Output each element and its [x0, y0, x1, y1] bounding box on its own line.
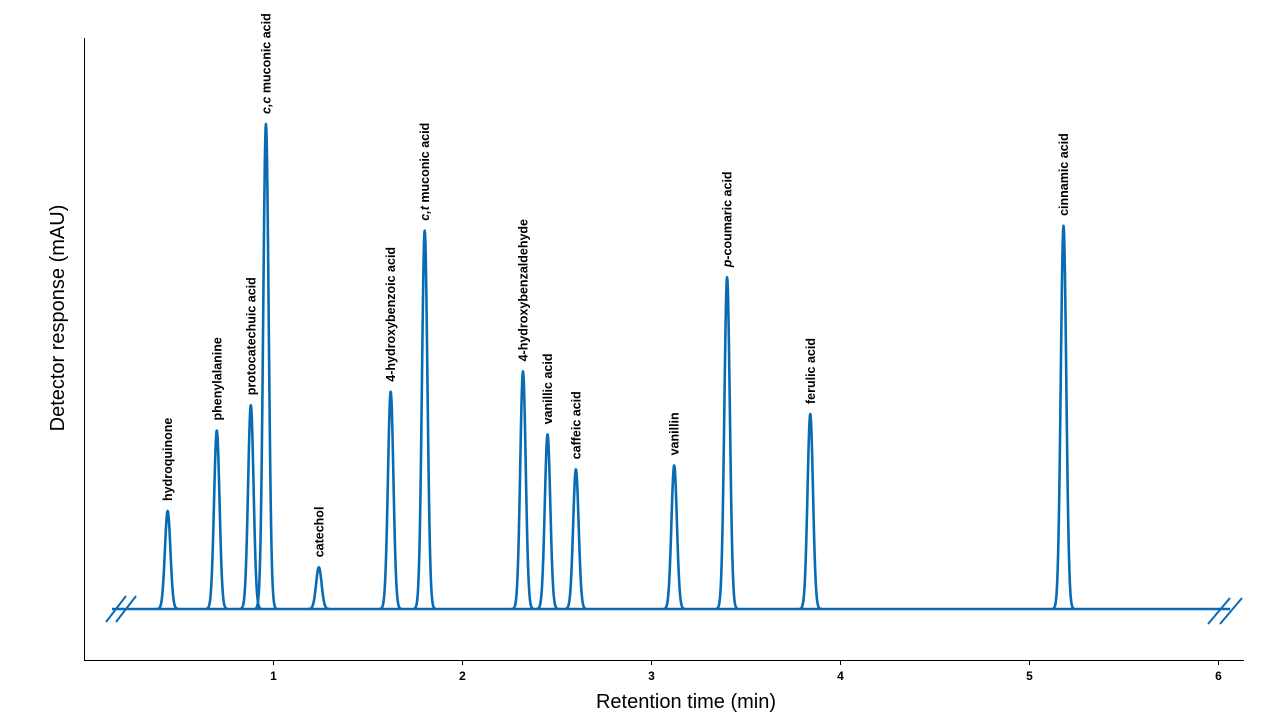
peak-trace [715, 275, 740, 611]
axis-break-mark [1207, 597, 1231, 625]
peak-label: c,c muconic acid [259, 13, 273, 114]
peak-trace [563, 468, 588, 611]
peak-label: protocatechuic acid [244, 277, 258, 395]
peak-label: hydroquinone [161, 418, 175, 501]
chromatogram-traces [112, 122, 1230, 611]
peak-trace [535, 433, 560, 611]
x-tick-label: 4 [837, 669, 844, 683]
x-tick-label: 5 [1026, 669, 1033, 683]
peak-label: 4-hydroxybenzaldehyde [517, 219, 531, 361]
x-tick-label: 6 [1215, 669, 1222, 683]
peak-trace [511, 370, 535, 611]
peak-label: catechol [312, 507, 326, 558]
peak-trace [412, 229, 437, 611]
peak-labels: hydroquinone phenylalanine protocatechuic … [161, 13, 1071, 557]
peak-label: caffeic acid [569, 391, 583, 459]
x-axis-ticks: 1 2 3 4 5 6 [270, 660, 1222, 683]
x-tick-label: 1 [270, 669, 277, 683]
axis-break-marks [105, 595, 1243, 625]
peak-trace [662, 464, 687, 611]
peak-trace [204, 429, 229, 611]
peak-trace [798, 412, 823, 611]
peak-label: phenylalanine [210, 337, 224, 420]
peak-label: vanillin [668, 412, 682, 455]
y-axis-title: Detector response (mAU) [47, 205, 69, 432]
chart-axes: 1 2 3 4 5 6 [84, 38, 1244, 683]
peak-label: cinnamic acid [1057, 133, 1071, 216]
axis-break-mark [1219, 597, 1243, 625]
peak-trace [254, 122, 278, 611]
x-tick-label: 2 [459, 669, 466, 683]
peak-trace [155, 509, 180, 611]
x-tick-label: 3 [648, 669, 655, 683]
peak-label: 4-hydroxybenzoic acid [384, 247, 398, 382]
peak-trace [306, 565, 331, 611]
x-axis-title: Retention time (min) [596, 691, 776, 713]
peak-label: p-coumaric acid [721, 171, 735, 268]
peak-trace [378, 390, 403, 611]
peak-trace [1051, 224, 1076, 611]
peak-label: ferulic acid [804, 338, 818, 404]
peak-label: c,t muconic acid [418, 123, 432, 221]
peak-label: vanillic acid [541, 354, 555, 425]
